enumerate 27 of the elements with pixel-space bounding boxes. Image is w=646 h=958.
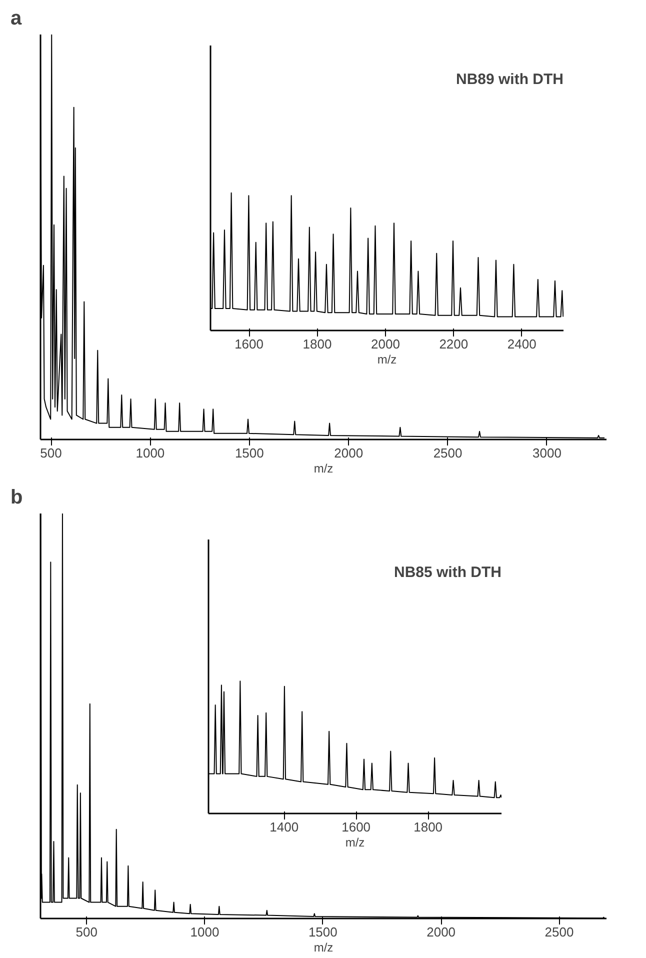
x-tick-label: 1800 xyxy=(302,336,332,352)
x-tick-label: 2200 xyxy=(439,336,468,352)
x-tick-label: 3000 xyxy=(532,446,562,460)
x-tick-label: 1800 xyxy=(414,820,443,834)
x-tick-label: 2000 xyxy=(334,446,364,460)
chart-title: NB89 with DTH xyxy=(456,71,564,88)
x-tick-label: 2000 xyxy=(371,336,400,352)
x-tick-label: 1500 xyxy=(308,924,338,940)
x-axis-title: m/z xyxy=(314,462,334,476)
x-axis-title: m/z xyxy=(314,940,334,954)
x-tick-label: 2500 xyxy=(433,446,462,460)
chart-title: NB85 with DTH xyxy=(394,564,502,581)
x-axis-title: m/z xyxy=(345,836,365,850)
x-tick-label: 2500 xyxy=(544,924,574,940)
x-tick-label: 1000 xyxy=(136,446,165,460)
x-tick-label: 1600 xyxy=(342,820,371,834)
x-tick-label: 1400 xyxy=(270,820,299,834)
x-tick-label: 1500 xyxy=(234,446,264,460)
x-axis-title: m/z xyxy=(377,352,397,366)
x-tick-label: 2000 xyxy=(426,924,456,940)
x-tick-label: 500 xyxy=(76,924,98,940)
x-tick-label: 1600 xyxy=(234,336,264,352)
chart-title: b xyxy=(10,486,23,508)
x-tick-label: 500 xyxy=(40,446,62,460)
x-tick-label: 1000 xyxy=(190,924,220,940)
x-tick-label: 2400 xyxy=(507,336,536,352)
chart-title: a xyxy=(10,8,22,30)
